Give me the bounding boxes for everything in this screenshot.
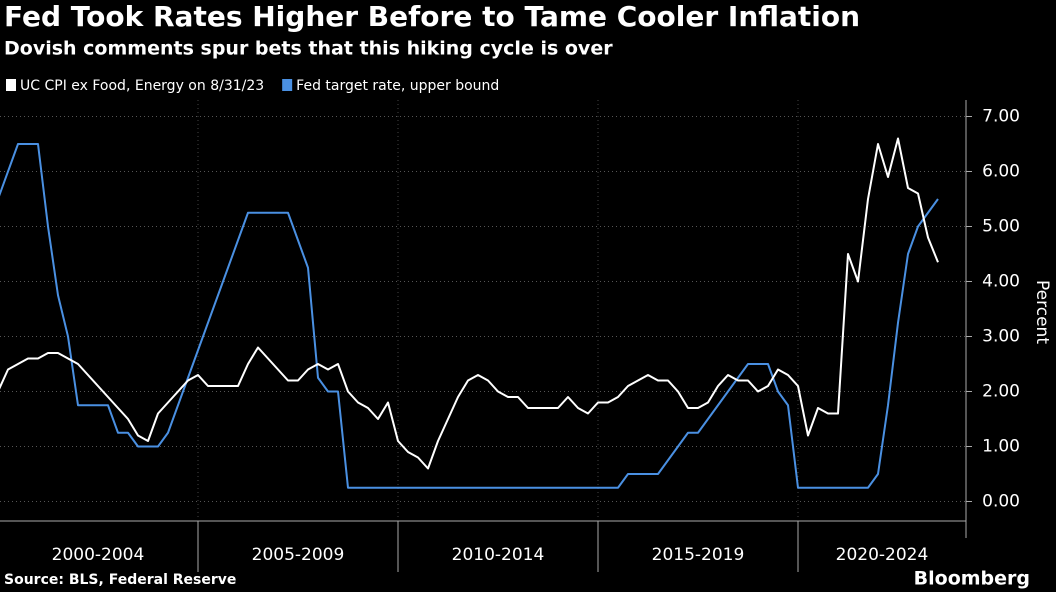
- y-axis-label: Percent: [1032, 280, 1052, 344]
- chart-title: Fed Took Rates Higher Before to Tame Coo…: [4, 0, 860, 33]
- series-line: [0, 143, 939, 489]
- chart-subtitle: Dovish comments spur bets that this hiki…: [4, 38, 613, 60]
- x-tick-label: 2005-2009: [252, 545, 345, 565]
- y-tick-label: 5.00: [982, 217, 1020, 237]
- y-tick-label: 6.00: [982, 162, 1020, 182]
- y-tick-label: 3.00: [982, 327, 1020, 347]
- x-tick-label: 2015-2019: [652, 545, 745, 565]
- x-tick-label: 2020-2024: [836, 545, 929, 565]
- y-tick-label: 2.00: [982, 382, 1020, 402]
- legend-swatch: [282, 79, 293, 91]
- y-tick-label: 4.00: [982, 272, 1020, 292]
- y-tick-label: 0.00: [982, 492, 1020, 512]
- legend-label: UC CPI ex Food, Energy on 8/31/23: [20, 78, 264, 94]
- legend-label: Fed target rate, upper bound: [296, 78, 499, 94]
- brand: Bloomberg: [914, 568, 1030, 590]
- x-tick-label: 2000-2004: [52, 545, 145, 565]
- series-line: [0, 137, 939, 470]
- legend-swatch: [6, 79, 16, 91]
- x-tick-label: 2010-2014: [452, 545, 545, 565]
- source: Source: BLS, Federal Reserve: [4, 572, 236, 588]
- y-tick-label: 1.00: [982, 437, 1020, 457]
- y-tick-label: 7.00: [982, 107, 1020, 127]
